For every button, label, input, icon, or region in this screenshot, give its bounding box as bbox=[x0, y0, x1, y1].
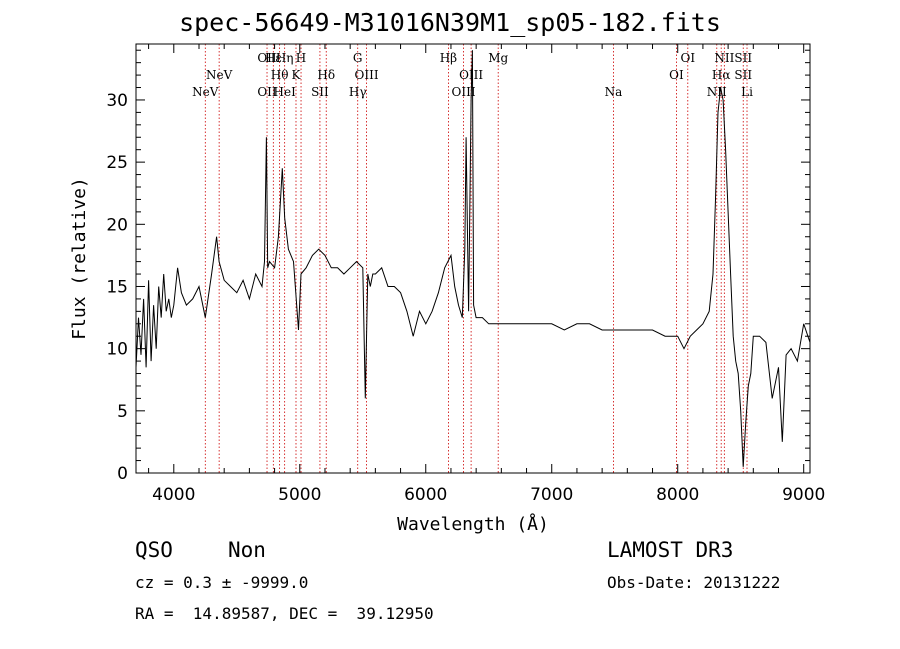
coordinates-text: RA = 14.89587, DEC = 39.12950 bbox=[135, 604, 434, 623]
line-label: Li bbox=[741, 85, 753, 99]
emission-line-labels: NeVNeVOIIOIIHεHθHηHeIKHSIIHδGHγOIIIHβOII… bbox=[192, 51, 753, 99]
y-tick-label: 10 bbox=[106, 340, 128, 360]
line-label: OII bbox=[257, 85, 277, 99]
line-label: SII bbox=[311, 85, 329, 99]
line-label: OIII bbox=[459, 68, 483, 82]
line-label: Hε bbox=[265, 51, 282, 65]
line-label: OII bbox=[257, 51, 277, 65]
line-label: Mg bbox=[488, 51, 508, 65]
y-tick-label: 25 bbox=[106, 153, 128, 173]
redshift-text: cz = 0.3 ± -9999.0 bbox=[135, 573, 309, 592]
line-label: NeV bbox=[192, 85, 219, 99]
line-label: HeI bbox=[274, 85, 297, 99]
emission-line-markers bbox=[204, 44, 748, 473]
y-tick-label: 20 bbox=[106, 215, 128, 235]
x-tick-label: 8000 bbox=[656, 485, 699, 505]
y-tick-label: 15 bbox=[106, 277, 128, 297]
line-label: SII bbox=[734, 68, 752, 82]
y-tick-label: 5 bbox=[117, 402, 128, 422]
survey-name: LAMOST DR3 bbox=[607, 538, 734, 562]
line-label: OI bbox=[681, 51, 696, 65]
line-label: Hγ bbox=[349, 85, 367, 99]
line-label: OI bbox=[669, 68, 684, 82]
line-label: Hδ bbox=[317, 68, 335, 82]
line-label: Hθ bbox=[271, 68, 289, 82]
line-label: H bbox=[296, 51, 306, 65]
line-label: Hη bbox=[276, 51, 294, 65]
y-tick-label: 0 bbox=[117, 464, 128, 484]
line-label: Hβ bbox=[440, 51, 457, 65]
observation-date: Obs-Date: 20131222 bbox=[607, 573, 781, 592]
line-label: SII bbox=[734, 51, 752, 65]
y-tick-label: 30 bbox=[106, 91, 128, 111]
y-axis-ticks: 0 5 10 15 20 25 30 bbox=[106, 49, 810, 484]
x-axis-label: Wavelength (Å) bbox=[397, 513, 549, 535]
line-label: Hα bbox=[712, 68, 731, 82]
y-axis-label: Flux (relative) bbox=[69, 177, 90, 340]
line-label: K bbox=[292, 68, 302, 82]
x-tick-label: 7000 bbox=[530, 485, 573, 505]
line-label: NII bbox=[707, 85, 727, 99]
line-label: G bbox=[353, 51, 363, 65]
plot-frame bbox=[135, 43, 811, 474]
line-label: NeV bbox=[206, 68, 233, 82]
spectrum-line bbox=[135, 50, 811, 467]
x-tick-label: 4000 bbox=[152, 485, 195, 505]
chart-title: spec-56649-M31016N39M1_sp05-182.fits bbox=[179, 8, 721, 37]
line-label: Na bbox=[605, 85, 623, 99]
object-subclass: Non bbox=[228, 538, 266, 562]
line-label: OIII bbox=[452, 85, 476, 99]
x-tick-label: 9000 bbox=[782, 485, 825, 505]
x-tick-label: 5000 bbox=[278, 485, 321, 505]
x-axis-ticks: 4000 5000 6000 7000 8000 9000 bbox=[148, 44, 825, 505]
x-tick-label: 6000 bbox=[404, 485, 447, 505]
line-label: OIII bbox=[355, 68, 379, 82]
line-label: NII bbox=[714, 51, 734, 65]
object-class: QSO bbox=[135, 538, 173, 562]
